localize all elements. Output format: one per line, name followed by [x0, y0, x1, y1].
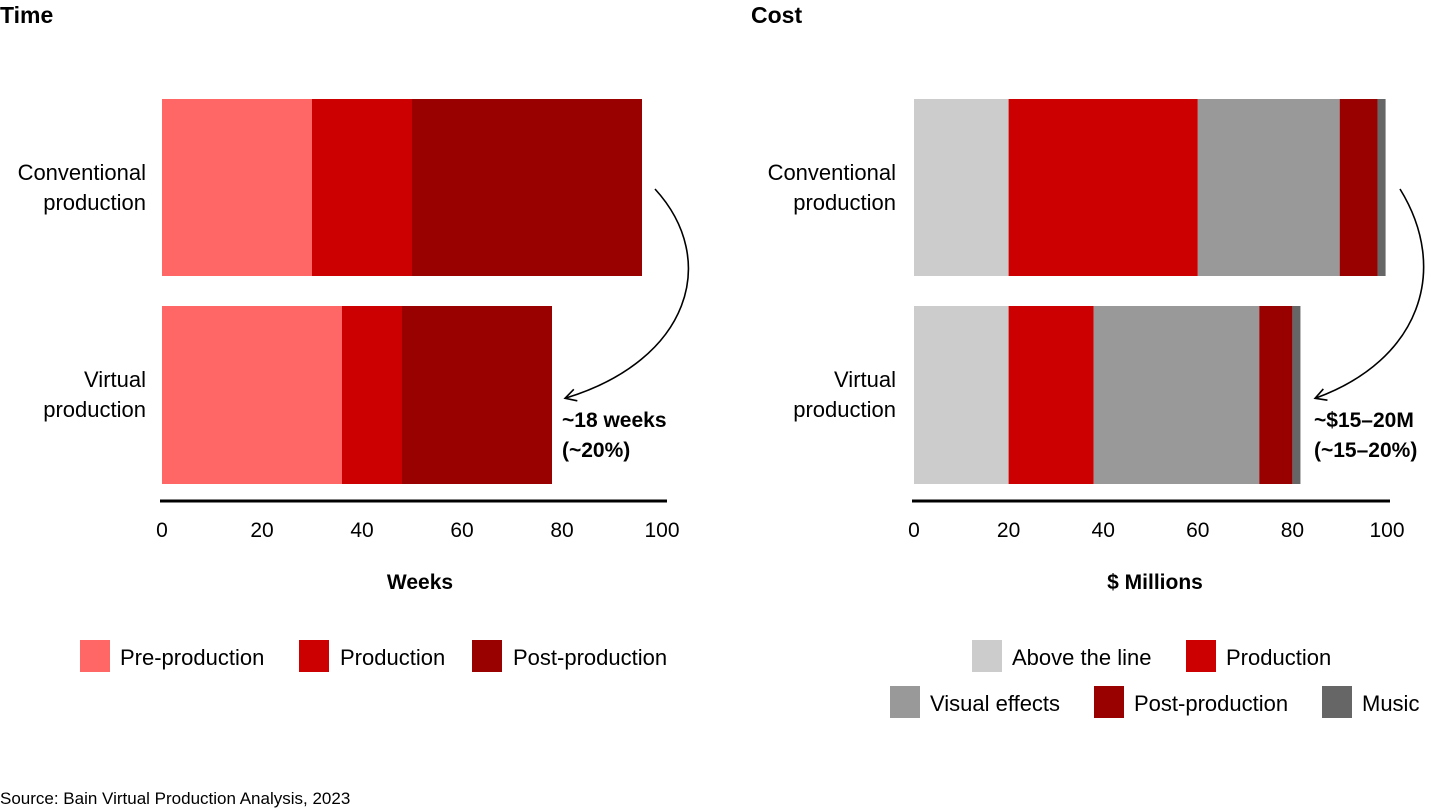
time-bar-segment	[312, 99, 412, 276]
cost-legend-swatch	[1322, 686, 1352, 718]
cost-x-tick-label: 20	[997, 519, 1020, 542]
time-x-ticks: 0 20 40 60 80 100	[156, 519, 679, 542]
time-legend-label: Pre-production	[120, 645, 264, 670]
cost-category-labels: Conventional production Virtual producti…	[768, 160, 896, 422]
time-bar-segment	[162, 99, 312, 276]
time-legend-label: Post-production	[513, 645, 667, 670]
time-bar-segment	[342, 306, 402, 484]
cost-bar-segment	[1093, 306, 1260, 484]
cost-x-tick-label: 80	[1281, 519, 1304, 542]
cost-legend-label: Music	[1362, 691, 1419, 716]
time-panel-title: Time	[0, 2, 53, 28]
cost-category-label: Conventional	[768, 160, 896, 185]
source-note: Source: Bain Virtual Production Analysis…	[0, 789, 350, 808]
cost-bar-segment	[1008, 306, 1094, 484]
cost-reduction-arrow	[1313, 188, 1425, 401]
cost-legend-swatch	[1094, 686, 1124, 718]
cost-bar-segment	[914, 306, 1009, 484]
cost-x-tick-label: 100	[1369, 519, 1404, 542]
time-x-axis-title: Weeks	[387, 571, 453, 594]
cost-x-tick-label: 60	[1186, 519, 1209, 542]
time-category-label: production	[43, 397, 146, 422]
time-x-tick-label: 80	[550, 519, 573, 542]
cost-legend: Above the line Production Visual effects…	[890, 640, 1419, 718]
time-category-label: production	[43, 190, 146, 215]
cost-legend-label: Post-production	[1134, 691, 1288, 716]
cost-x-axis-title: $ Millions	[1107, 571, 1203, 594]
cost-bar-segment	[1339, 99, 1378, 276]
cost-x-tick-label: 40	[1092, 519, 1115, 542]
time-reduction-annotation: (~20%)	[562, 439, 630, 462]
time-legend-swatch	[472, 640, 502, 672]
time-x-tick-label: 20	[250, 519, 273, 542]
cost-legend-swatch	[890, 686, 920, 718]
time-reduction-arrow	[563, 188, 690, 402]
time-category-label: Virtual	[84, 367, 146, 392]
time-reduction-annotation: ~18 weeks	[562, 409, 667, 432]
cost-legend-label: Above the line	[1012, 645, 1151, 670]
cost-legend-swatch	[972, 640, 1002, 672]
time-bar-segment	[162, 306, 342, 484]
cost-panel: Cost Conventional production Virtual pro…	[751, 2, 1425, 718]
cost-category-label: production	[793, 397, 896, 422]
cost-bar-segment	[1197, 99, 1340, 276]
time-panel: Time Conventional production Virtual pro…	[0, 2, 690, 672]
cost-legend-swatch	[1186, 640, 1216, 672]
time-category-label: Conventional	[18, 160, 146, 185]
cost-bar-segment	[1377, 99, 1386, 276]
cost-x-tick-label: 0	[908, 519, 920, 542]
time-x-tick-label: 60	[450, 519, 473, 542]
time-bars	[162, 99, 642, 484]
cost-bar-segment	[1292, 306, 1301, 484]
cost-legend-label: Production	[1226, 645, 1331, 670]
cost-bar-segment	[1259, 306, 1293, 484]
time-category-labels: Conventional production Virtual producti…	[18, 160, 146, 422]
cost-category-label: production	[793, 190, 896, 215]
cost-reduction-annotation: (~15–20%)	[1314, 439, 1417, 462]
cost-panel-title: Cost	[751, 2, 802, 28]
cost-reduction-annotation: ~$15–20M	[1314, 409, 1414, 432]
time-x-tick-label: 40	[350, 519, 373, 542]
time-legend-swatch	[80, 640, 110, 672]
time-bar-segment	[402, 306, 552, 484]
cost-legend-label: Visual effects	[930, 691, 1060, 716]
time-legend-swatch	[299, 640, 329, 672]
cost-x-ticks: 0 20 40 60 80 100	[908, 519, 1404, 542]
cost-bar-segment	[914, 99, 1009, 276]
time-x-tick-label: 100	[644, 519, 679, 542]
cost-bar-segment	[1008, 99, 1198, 276]
time-legend-label: Production	[340, 645, 445, 670]
time-bar-segment	[412, 99, 642, 276]
time-x-tick-label: 0	[156, 519, 168, 542]
cost-bars	[914, 99, 1386, 484]
time-legend: Pre-production Production Post-productio…	[80, 640, 667, 672]
cost-category-label: Virtual	[834, 367, 896, 392]
